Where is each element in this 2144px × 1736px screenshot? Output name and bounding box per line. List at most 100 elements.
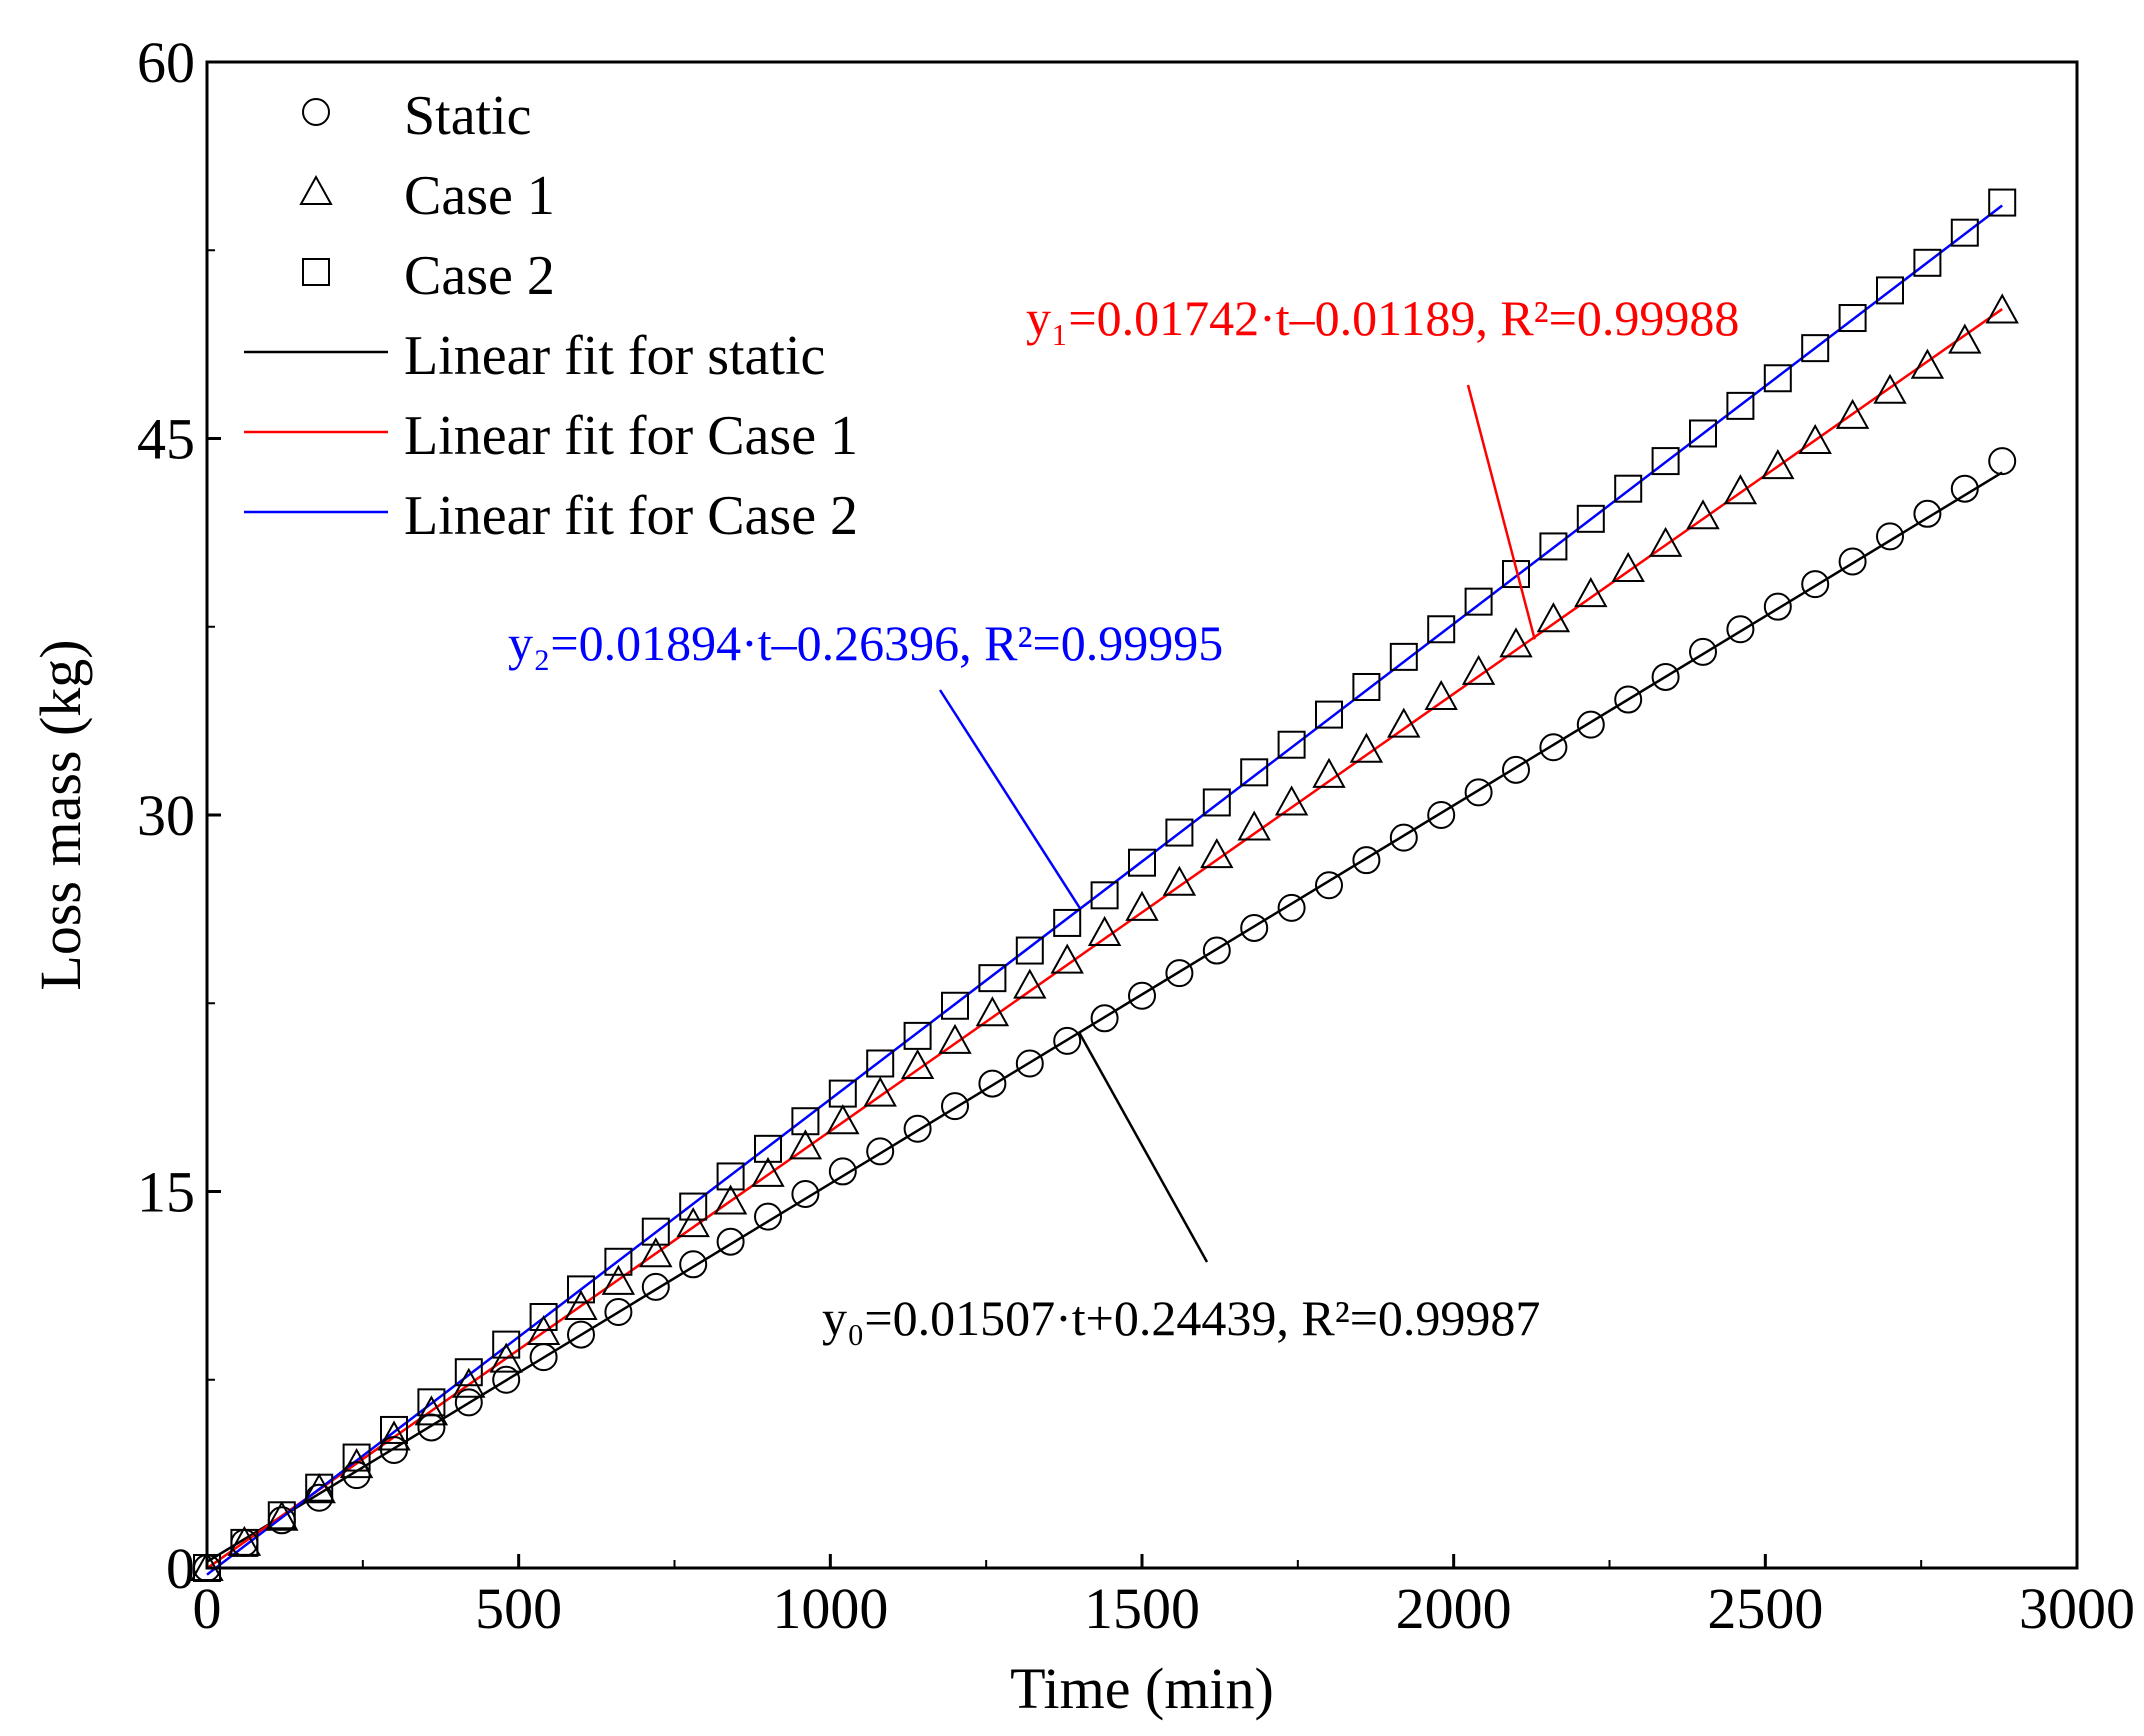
- data-point-triangle: [1125, 890, 1159, 921]
- data-point-circle: [454, 1388, 483, 1417]
- data-point-square: [529, 1303, 558, 1331]
- data-point-square: [1015, 936, 1044, 965]
- data-point-triangle: [265, 1500, 299, 1531]
- x-tick-label: 0: [193, 1576, 222, 1641]
- data-point-square: [417, 1388, 446, 1417]
- data-point-triangle: [414, 1395, 449, 1426]
- data-point-square: [1726, 391, 1755, 420]
- y-tick-label: 60: [137, 30, 195, 95]
- data-point-circle: [978, 1069, 1007, 1098]
- data-point-circle: [1614, 685, 1643, 714]
- data-point-triangle: [751, 1156, 785, 1187]
- data-point-triangle: [1648, 526, 1683, 557]
- legend-label: Static: [404, 85, 532, 147]
- data-point-circle: [1539, 733, 1568, 762]
- x-tick-label: 3000: [2019, 1576, 2135, 1641]
- data-point-square: [1277, 730, 1306, 759]
- data-point-square: [941, 991, 969, 1020]
- data-point-square: [866, 1049, 895, 1078]
- data-point-circle: [1427, 801, 1456, 829]
- data-point-square: [903, 1021, 932, 1050]
- legend-label: Case 2: [404, 245, 555, 307]
- data-point-circle: [679, 1250, 708, 1279]
- equation-label: y₂=0.01894·t–0.26396, R²=0.99995: [508, 615, 1223, 671]
- data-point-circle: [567, 1320, 595, 1349]
- data-point-triangle: [1723, 474, 1758, 505]
- data-point-triangle: [975, 996, 1010, 1027]
- data-point-triangle: [564, 1289, 598, 1320]
- legend-label: Case 1: [404, 165, 555, 227]
- data-point-square: [1950, 218, 1979, 247]
- x-tick-label: 1000: [772, 1576, 888, 1641]
- data-point-triangle: [676, 1207, 710, 1238]
- data-point-square: [1876, 276, 1904, 305]
- equation-label: y₁=0.01742·t–0.01189, R²=0.99988: [1026, 290, 1739, 346]
- data-point-circle: [1651, 662, 1680, 691]
- data-point-square: [1763, 364, 1792, 393]
- data-point-circle: [1689, 637, 1717, 666]
- data-point-circle: [1464, 778, 1493, 807]
- data-point-triangle: [1349, 732, 1384, 763]
- data-point-circle: [941, 1092, 969, 1121]
- data-point-triangle: [938, 1023, 972, 1054]
- data-point-triangle: [1910, 348, 1945, 379]
- data-point-circle: [1277, 893, 1306, 922]
- data-point-circle: [1240, 913, 1269, 942]
- data-point-square: [1689, 419, 1717, 448]
- data-point-square: [791, 1107, 820, 1136]
- x-tick-label: 1500: [1084, 1576, 1200, 1641]
- data-point-triangle: [1798, 423, 1832, 455]
- data-point-circle: [791, 1180, 820, 1209]
- annotation-leader-line: [938, 689, 1081, 909]
- data-point-square: [641, 1217, 670, 1246]
- data-point-triangle: [1461, 654, 1496, 685]
- data-point-square: [454, 1358, 483, 1387]
- legend-marker-triangle: [299, 174, 333, 205]
- data-point-triangle: [1611, 551, 1645, 583]
- data-point-circle: [1165, 959, 1194, 988]
- data-point-circle: [1988, 447, 2017, 476]
- data-point-square: [1838, 304, 1867, 333]
- data-point-circle: [716, 1227, 745, 1256]
- data-point-square: [567, 1275, 595, 1304]
- data-point-triangle: [1835, 398, 1870, 429]
- data-point-triangle: [1574, 577, 1608, 608]
- data-point-square: [828, 1079, 857, 1108]
- data-point-circle: [641, 1272, 670, 1301]
- data-point-circle: [1090, 1004, 1119, 1033]
- data-point-triangle: [1237, 810, 1271, 841]
- data-point-triangle: [639, 1237, 673, 1268]
- data-markers: [190, 188, 2019, 1582]
- annotation-leaders: [938, 384, 1536, 1263]
- data-point-triangle: [601, 1264, 636, 1295]
- data-point-square: [1090, 881, 1119, 910]
- x-tick-label: 2000: [1396, 1576, 1512, 1641]
- data-point-circle: [1502, 755, 1530, 784]
- data-point-triangle: [826, 1104, 860, 1135]
- data-point-square: [604, 1247, 633, 1276]
- data-point-circle: [754, 1202, 782, 1231]
- data-point-square: [492, 1330, 521, 1359]
- data-point-square: [1913, 248, 1942, 277]
- legend-marker-circle: [302, 98, 330, 126]
- data-point-square: [1464, 587, 1493, 616]
- data-point-triangle: [452, 1367, 486, 1398]
- data-point-circle: [1352, 846, 1381, 875]
- data-point-circle: [1801, 570, 1830, 599]
- y-axis-title: Loss mass (kg): [28, 639, 93, 990]
- data-point-circle: [1053, 1026, 1082, 1055]
- y-tick-label: 30: [137, 783, 195, 848]
- legend-label: Linear fit for static: [404, 325, 825, 387]
- data-point-circle: [828, 1157, 857, 1186]
- data-point-triangle: [1948, 323, 1982, 354]
- data-point-square: [1539, 532, 1568, 561]
- data-point-square: [1502, 560, 1530, 589]
- x-tick-label: 500: [475, 1576, 562, 1641]
- data-point-triangle: [377, 1420, 411, 1451]
- data-point-circle: [1876, 522, 1904, 551]
- data-point-square: [1427, 615, 1456, 644]
- data-point-circle: [1389, 823, 1418, 852]
- data-point-triangle: [863, 1076, 897, 1107]
- data-point-square: [1988, 188, 2017, 217]
